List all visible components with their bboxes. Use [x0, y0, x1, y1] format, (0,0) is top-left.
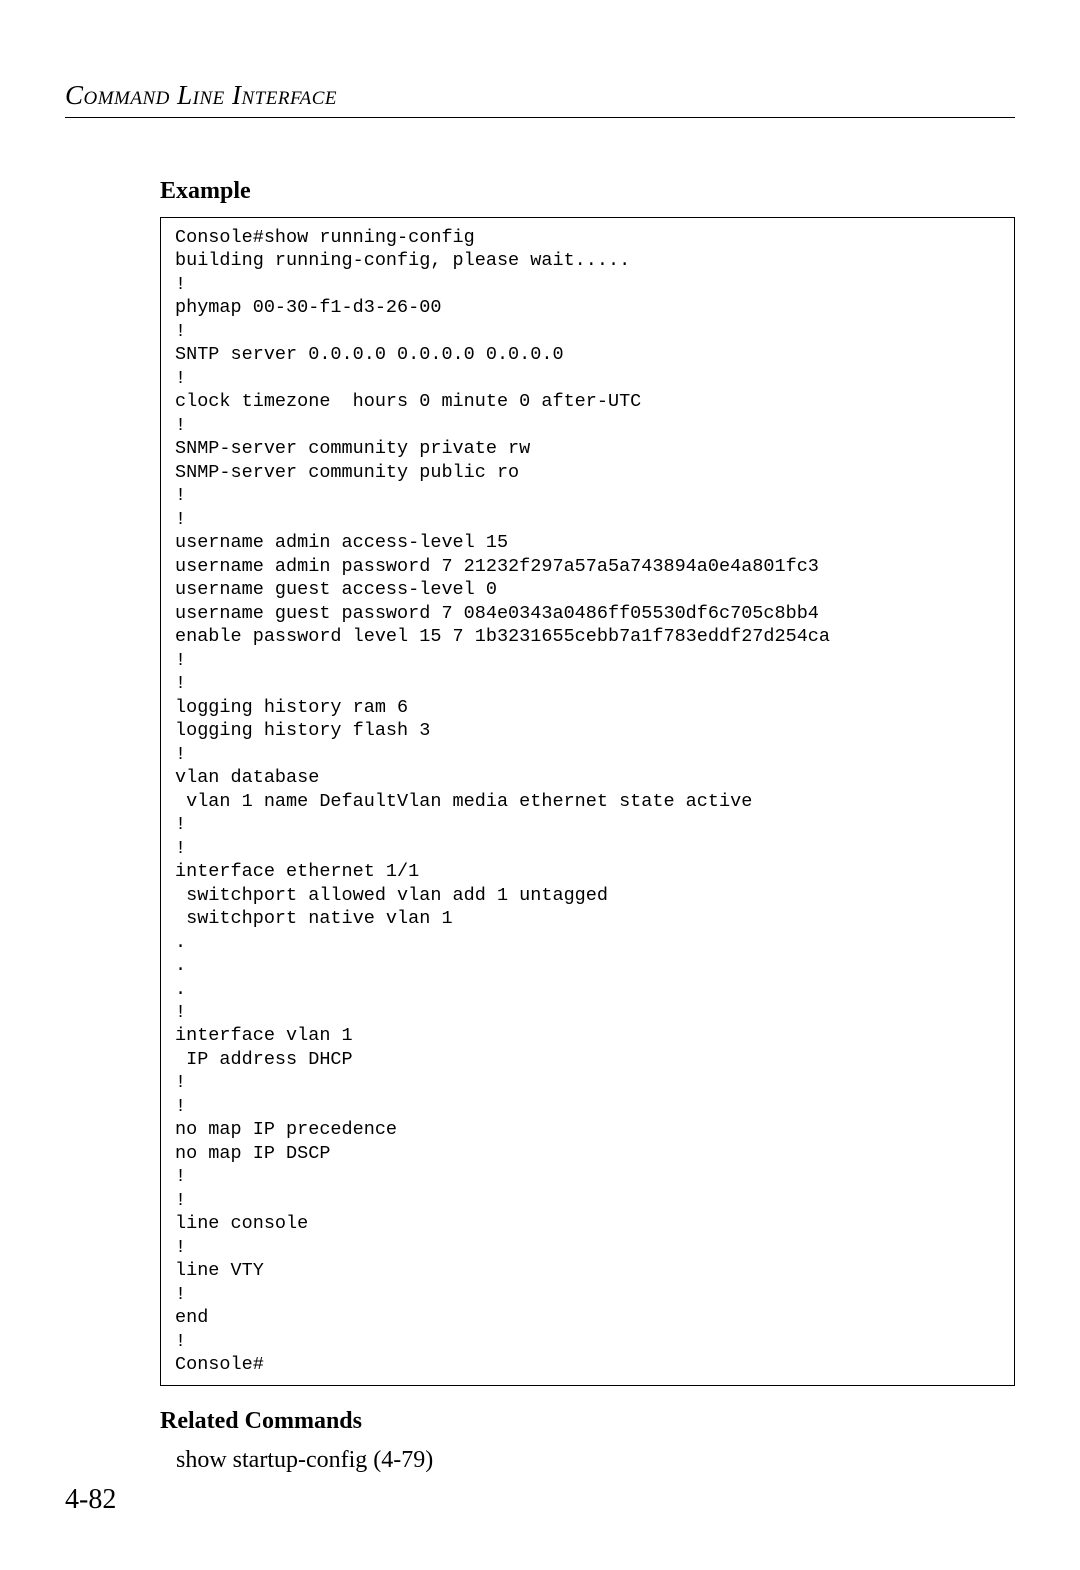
example-heading: Example: [160, 178, 1015, 205]
page: Command Line Interface Example Console#s…: [0, 0, 1080, 1570]
related-command-item: show startup-config (4-79): [176, 1447, 1015, 1474]
code-block: Console#show running-config building run…: [160, 217, 1015, 1386]
related-commands-heading: Related Commands: [160, 1408, 1015, 1435]
page-header-title: Command Line Interface: [65, 80, 1015, 118]
content-area: Example Console#show running-config buil…: [160, 178, 1015, 1474]
page-number: 4-82: [65, 1484, 116, 1516]
